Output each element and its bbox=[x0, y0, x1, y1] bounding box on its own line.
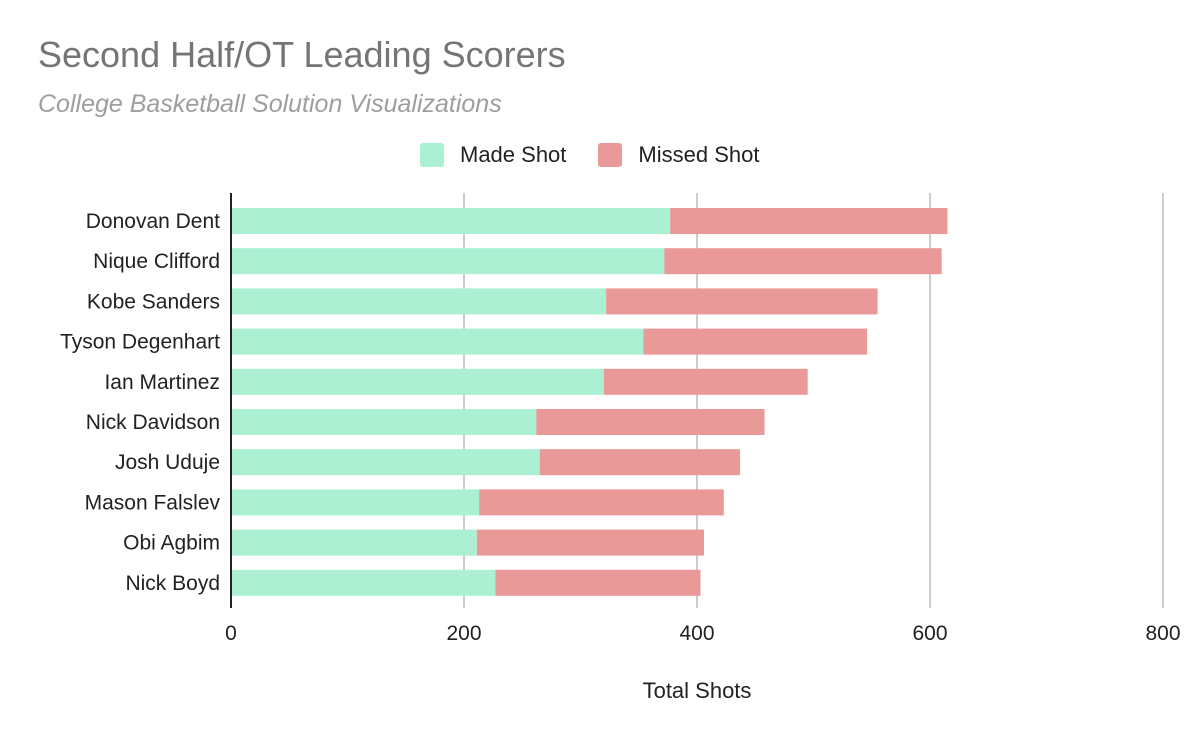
bar-made-nique-clifford bbox=[231, 248, 665, 275]
chart-title: Second Half/OT Leading Scorers bbox=[38, 34, 566, 75]
bar-missed-obi-agbim bbox=[476, 529, 704, 556]
y-tick-label-nique-clifford: Nique Clifford bbox=[93, 250, 220, 273]
bar-missed-nick-davidson bbox=[536, 409, 765, 435]
chart-subtitle: College Basketball Solution Visualizatio… bbox=[38, 90, 502, 118]
y-tick-label-kobe-sanders: Kobe Sanders bbox=[87, 290, 220, 313]
y-tick-label-tyson-degenhart: Tyson Degenhart bbox=[60, 331, 220, 354]
y-tick-label-josh-uduje: Josh Uduje bbox=[115, 451, 220, 474]
legend-label-made-shot: Made Shot bbox=[460, 142, 567, 167]
y-tick-label-obi-agbim: Obi Agbim bbox=[123, 532, 220, 555]
bar-missed-nick-boyd bbox=[495, 569, 701, 596]
y-tick-label-mason-falslev: Mason Falslev bbox=[85, 491, 221, 514]
bar-made-josh-uduje bbox=[231, 449, 540, 476]
bar-made-mason-falslev bbox=[231, 489, 480, 516]
bar-made-donovan-dent bbox=[231, 208, 671, 234]
bar-made-nick-boyd bbox=[231, 569, 496, 596]
bar-missed-josh-uduje bbox=[539, 449, 741, 476]
bar-made-ian-martinez bbox=[231, 368, 604, 395]
y-tick-label-nick-davidson: Nick Davidson bbox=[86, 411, 220, 434]
bar-missed-nique-clifford bbox=[664, 248, 942, 275]
y-tick-label-ian-martinez: Ian Martinez bbox=[104, 371, 220, 394]
x-tick-label-400: 400 bbox=[679, 622, 714, 645]
bar-made-tyson-degenhart bbox=[231, 328, 644, 355]
bar-missed-ian-martinez bbox=[603, 368, 808, 395]
legend-item-missed-shot[interactable]: Missed Shot bbox=[598, 142, 759, 168]
bar-made-nick-davidson bbox=[231, 409, 537, 435]
bar-made-kobe-sanders bbox=[231, 288, 607, 315]
legend-swatch-made-shot bbox=[420, 143, 444, 167]
bar-missed-donovan-dent bbox=[670, 208, 948, 234]
legend-swatch-missed-shot bbox=[598, 143, 623, 167]
bar-missed-mason-falslev bbox=[479, 489, 724, 516]
legend-label-missed-shot: Missed Shot bbox=[638, 142, 760, 167]
x-tick-label-600: 600 bbox=[912, 622, 947, 645]
x-tick-label-200: 200 bbox=[446, 622, 481, 645]
legend-item-made-shot[interactable]: Made Shot bbox=[420, 142, 566, 168]
legend: Made Shot Missed Shot bbox=[420, 142, 791, 168]
bar-missed-kobe-sanders bbox=[606, 288, 878, 315]
y-tick-label-nick-boyd: Nick Boyd bbox=[125, 572, 220, 595]
bar-made-obi-agbim bbox=[231, 529, 477, 556]
y-tick-label-donovan-dent: Donovan Dent bbox=[86, 210, 220, 233]
x-tick-label-800: 800 bbox=[1145, 622, 1180, 645]
bar-missed-tyson-degenhart bbox=[643, 328, 868, 355]
x-tick-label-0: 0 bbox=[225, 622, 237, 645]
